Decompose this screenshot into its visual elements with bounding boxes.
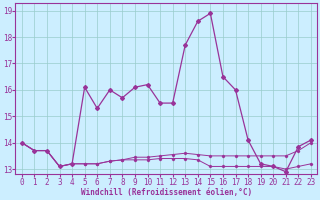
X-axis label: Windchill (Refroidissement éolien,°C): Windchill (Refroidissement éolien,°C) [81, 188, 252, 197]
